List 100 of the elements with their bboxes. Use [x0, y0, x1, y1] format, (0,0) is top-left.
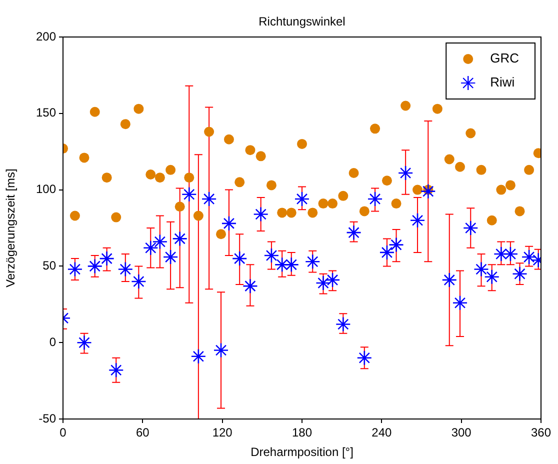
point: [213, 342, 229, 358]
y-tick-label: 200: [36, 29, 56, 44]
point: [294, 191, 310, 207]
point: [484, 269, 500, 285]
point: [338, 190, 348, 201]
x-tick-label: 60: [136, 426, 150, 440]
point: [256, 151, 266, 162]
point: [328, 198, 338, 209]
point: [134, 104, 144, 114]
point: [284, 257, 300, 272]
point: [359, 206, 370, 216]
x-tick-label: 120: [212, 426, 233, 440]
legend-label: GRC: [490, 50, 519, 66]
point: [388, 237, 404, 252]
point: [102, 172, 112, 183]
point: [367, 191, 383, 207]
point: [420, 184, 436, 199]
x-tick-label: 360: [530, 426, 552, 440]
point: [67, 262, 83, 277]
point: [266, 180, 276, 190]
x-tick-label: 300: [451, 426, 472, 440]
point: [336, 316, 351, 332]
point: [502, 246, 518, 262]
point: [166, 164, 176, 175]
y-tick-label: 0: [49, 334, 56, 349]
point: [356, 350, 372, 366]
point: [410, 212, 426, 228]
chart-title: Richtungswinkel: [258, 14, 346, 28]
point: [152, 234, 168, 250]
point: [391, 198, 402, 209]
point: [486, 215, 497, 226]
x-tick-label: 180: [292, 426, 312, 440]
point: [181, 186, 197, 202]
point: [90, 106, 100, 117]
point: [253, 206, 268, 222]
point: [324, 272, 340, 288]
point: [184, 172, 194, 183]
point: [108, 362, 124, 378]
point: [370, 124, 380, 134]
point: [264, 248, 280, 264]
point: [87, 258, 103, 274]
point: [308, 208, 318, 218]
point: [193, 210, 204, 221]
point: [190, 348, 206, 364]
point: [234, 177, 245, 188]
x-axis-title: Dreharmposition [°]: [250, 445, 354, 460]
point: [142, 240, 158, 256]
point: [131, 274, 146, 290]
point: [76, 334, 92, 350]
point: [466, 128, 476, 138]
point: [216, 229, 226, 240]
point: [232, 250, 248, 266]
y-tick-label: 50: [42, 258, 56, 273]
point: [304, 254, 320, 270]
point: [154, 172, 165, 183]
point: [245, 145, 256, 156]
point: [514, 206, 525, 216]
point: [201, 191, 217, 207]
point: [162, 249, 178, 265]
x-tick-label: 240: [372, 426, 392, 440]
point: [400, 100, 411, 111]
y-tick-label: -50: [38, 411, 56, 426]
point: [318, 198, 328, 209]
point: [172, 231, 188, 246]
point: [474, 262, 489, 277]
point: [476, 164, 486, 175]
point: [174, 202, 185, 212]
point: [286, 208, 296, 218]
point: [494, 246, 509, 262]
y-tick-label: 150: [36, 106, 56, 120]
point: [379, 244, 395, 260]
x-tick-label: 0: [60, 426, 67, 440]
point: [316, 275, 331, 291]
point: [444, 154, 454, 164]
y-axis-title: Verzögerungszeit [ms]: [4, 168, 18, 288]
point: [382, 176, 392, 186]
point: [524, 164, 534, 175]
point: [442, 272, 458, 288]
point: [297, 138, 307, 149]
point: [70, 210, 80, 221]
point: [512, 266, 528, 282]
point: [111, 212, 122, 222]
point: [452, 295, 468, 311]
point: [346, 224, 362, 240]
point: [118, 262, 134, 277]
point: [221, 216, 237, 232]
point: [277, 208, 288, 218]
point: [505, 180, 516, 190]
point: [79, 152, 90, 163]
point: [242, 278, 258, 294]
point: [99, 250, 114, 266]
point: [348, 168, 359, 178]
point: [224, 134, 234, 144]
point: [521, 249, 537, 265]
legend-label: Riwi: [490, 74, 515, 90]
point: [146, 170, 156, 180]
y-tick-label: 100: [36, 182, 56, 196]
point: [432, 104, 442, 114]
point: [398, 165, 414, 181]
point: [455, 162, 466, 172]
